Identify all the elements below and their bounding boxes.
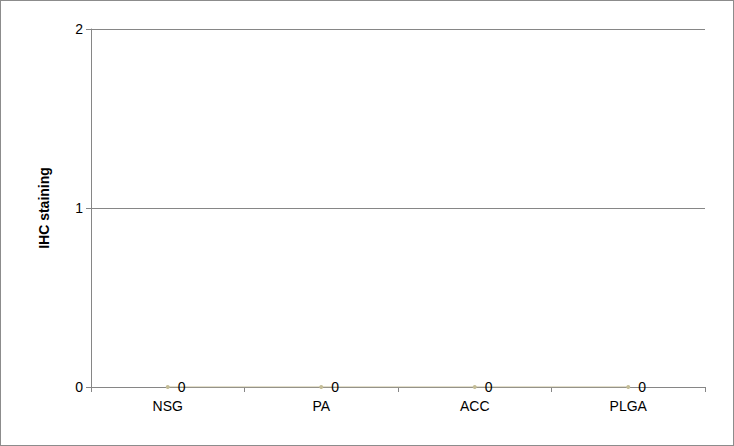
svg-text:IHC staining: IHC staining (36, 167, 52, 249)
svg-text:ACC: ACC (460, 398, 490, 414)
svg-text:0: 0 (485, 379, 493, 395)
svg-text:0: 0 (638, 379, 646, 395)
svg-text:NSG: NSG (153, 398, 183, 414)
svg-text:PA: PA (312, 398, 330, 414)
svg-text:1: 1 (75, 200, 83, 216)
svg-text:PLGA: PLGA (610, 398, 648, 414)
svg-text:0: 0 (331, 379, 339, 395)
svg-text:0: 0 (75, 379, 83, 395)
svg-text:2: 2 (75, 21, 83, 37)
svg-text:0: 0 (178, 379, 186, 395)
